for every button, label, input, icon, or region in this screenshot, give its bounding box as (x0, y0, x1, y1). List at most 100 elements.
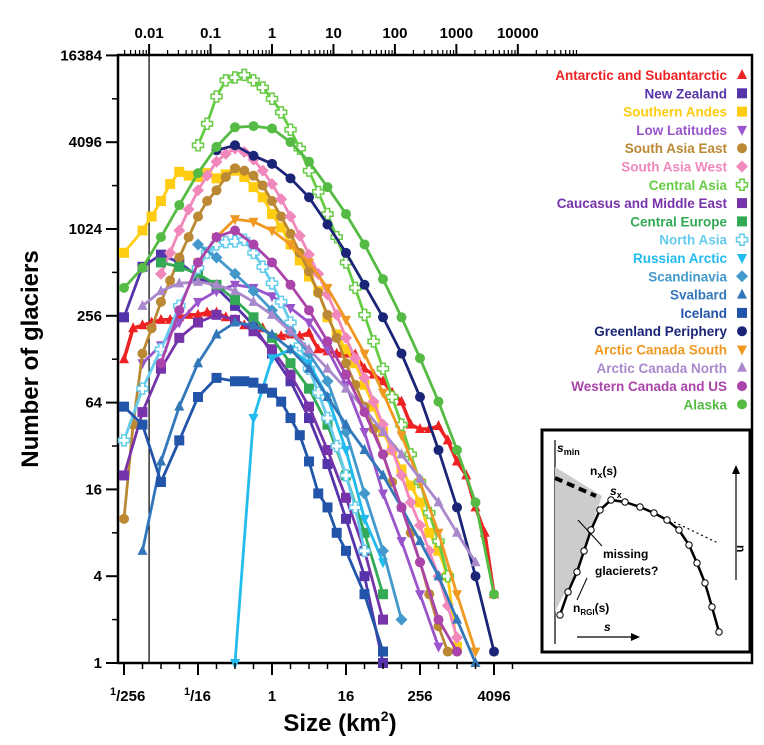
data-point-antarctic-and-subantarctic-28 (378, 375, 388, 386)
data-point-iceland-15 (313, 488, 324, 499)
data-point-arctic-canada-south-11 (396, 431, 407, 442)
data-point-iceland-14 (304, 456, 314, 467)
data-point-north-asia-21 (348, 501, 362, 514)
data-point-scandinavia-9 (358, 487, 371, 500)
data-point-southern-andes-32 (424, 527, 435, 538)
y-tick-label: 16384 (60, 47, 102, 64)
inset-curve-point (573, 568, 581, 576)
data-point-svalbard-13 (378, 469, 388, 480)
data-point-arctic-canada-south-9 (359, 349, 370, 360)
data-point-iceland-16 (322, 502, 333, 513)
legend-marker (735, 233, 749, 246)
data-point-svalbard-10 (322, 390, 333, 401)
data-point-south-asia-west-27 (404, 496, 417, 509)
data-point-southern-andes-35 (452, 641, 462, 652)
data-point-south-asia-west-20 (340, 331, 352, 344)
data-point-alaska-5 (211, 141, 222, 152)
legend-marker (737, 216, 747, 227)
legend-label: Alaska (683, 397, 727, 412)
data-point-north-asia-17 (312, 386, 325, 399)
data-point-greenland-periphery-5 (304, 192, 314, 203)
legend-label: Greenland Periphery (594, 324, 727, 339)
data-point-arctic-canada-north-1 (155, 285, 166, 296)
data-point-central-europe-1 (174, 261, 185, 272)
data-point-north-asia-22 (358, 544, 371, 558)
data-point-scandinavia-3 (247, 285, 260, 298)
series-svalbard (137, 316, 481, 667)
data-point-russian-arctic-7 (359, 514, 370, 525)
inset-nx-label: nx(s) (590, 464, 617, 480)
data-point-caucasus-and-middle-east-1 (137, 407, 148, 418)
data-point-north-asia-5 (200, 246, 214, 260)
data-point-antarctic-and-subantarctic-31 (405, 418, 416, 429)
inset-pointer-nrgi (576, 577, 588, 601)
data-point-south-asia-east-23 (331, 332, 342, 343)
data-point-north-asia-0 (117, 434, 131, 447)
data-point-alaska-7 (248, 121, 259, 132)
data-point-alaska-8 (267, 123, 277, 134)
series-line-greenland-periphery (216, 143, 496, 652)
data-point-north-asia-19 (330, 439, 343, 453)
inset-curve-point (580, 547, 588, 555)
data-point-southern-andes-2 (146, 211, 157, 222)
data-point-western-canada-and-us-15 (433, 614, 444, 625)
data-point-alaska-0 (119, 282, 129, 293)
data-point-arctic-canada-north-3 (193, 275, 203, 286)
data-point-caucasus-and-middle-east-7 (248, 326, 259, 337)
data-point-caucasus-and-middle-east-12 (341, 492, 351, 503)
data-point-alaska-13 (359, 239, 370, 250)
data-point-western-canada-and-us-16 (452, 646, 462, 657)
legend-marker (737, 326, 747, 337)
x-bottom-tick-label: 4096 (477, 688, 510, 705)
inset-s-axis-label: s (604, 620, 611, 634)
data-point-south-asia-east-9 (202, 196, 213, 207)
legend-label: Central Asia (649, 178, 728, 193)
data-point-arctic-canada-north-2 (174, 277, 185, 288)
data-point-arctic-canada-north-16 (433, 496, 444, 507)
data-point-scandinavia-7 (321, 375, 334, 388)
data-point-alaska-20 (489, 589, 499, 600)
data-point-iceland-19 (359, 589, 370, 600)
axes-layer: 1/256 1/16 1 16 256 4096 0.01 0.1 1 10 100 1000 1000… (60, 25, 578, 705)
data-point-southern-andes-31 (415, 497, 425, 508)
data-point-south-asia-west-0 (154, 267, 167, 280)
legend-entry-southern-andes: Southern Andes (623, 105, 747, 120)
legend-entry-greenland-periphery: Greenland Periphery (594, 324, 747, 339)
data-point-north-asia-20 (339, 469, 353, 482)
data-point-arctic-canada-north-15 (415, 472, 425, 483)
data-point-low-latitudes-12 (359, 428, 370, 439)
data-point-new-zealand-11 (322, 459, 333, 470)
data-point-central-europe-11 (359, 527, 370, 538)
x-bottom-tick-label: 1 (268, 688, 276, 705)
series-layer (117, 68, 499, 669)
inset-nx-dashed-line (554, 476, 597, 498)
data-point-low-latitudes-13 (378, 489, 388, 500)
data-point-caucasus-and-middle-east-14 (378, 614, 388, 625)
inset-curve-point (621, 498, 629, 506)
data-point-svalbard-15 (415, 535, 425, 546)
x-axis-title-main: Size (km (283, 710, 380, 737)
data-point-western-canada-and-us-5 (248, 239, 259, 250)
inset-curve-point (685, 541, 693, 549)
data-point-iceland-4 (193, 391, 203, 402)
data-point-western-canada-and-us-0 (155, 358, 166, 369)
data-point-russian-arctic-6 (341, 446, 351, 457)
data-point-north-asia-13 (274, 295, 288, 309)
data-point-southern-andes-9 (211, 173, 222, 184)
legend-entry-scandinavia: Scandinavia (648, 269, 748, 284)
inset-smin-label: smin (557, 441, 580, 457)
inset-curve-point (675, 526, 683, 534)
data-point-southern-andes-30 (405, 480, 416, 491)
data-point-antarctic-and-subantarctic-32 (415, 422, 425, 433)
legend-marker (737, 69, 747, 79)
legend-marker (736, 160, 748, 173)
data-point-iceland-7 (239, 376, 250, 387)
data-point-central-europe-7 (285, 358, 296, 369)
y-tick-label: 4 (94, 568, 103, 585)
legend-marker (737, 143, 747, 154)
data-point-new-zealand-12 (341, 513, 351, 524)
legend-entry-central-asia: Central Asia (649, 178, 749, 193)
data-point-western-canada-and-us-4 (230, 225, 240, 236)
data-point-low-latitudes-3 (193, 297, 203, 308)
data-point-south-asia-west-22 (358, 371, 371, 384)
